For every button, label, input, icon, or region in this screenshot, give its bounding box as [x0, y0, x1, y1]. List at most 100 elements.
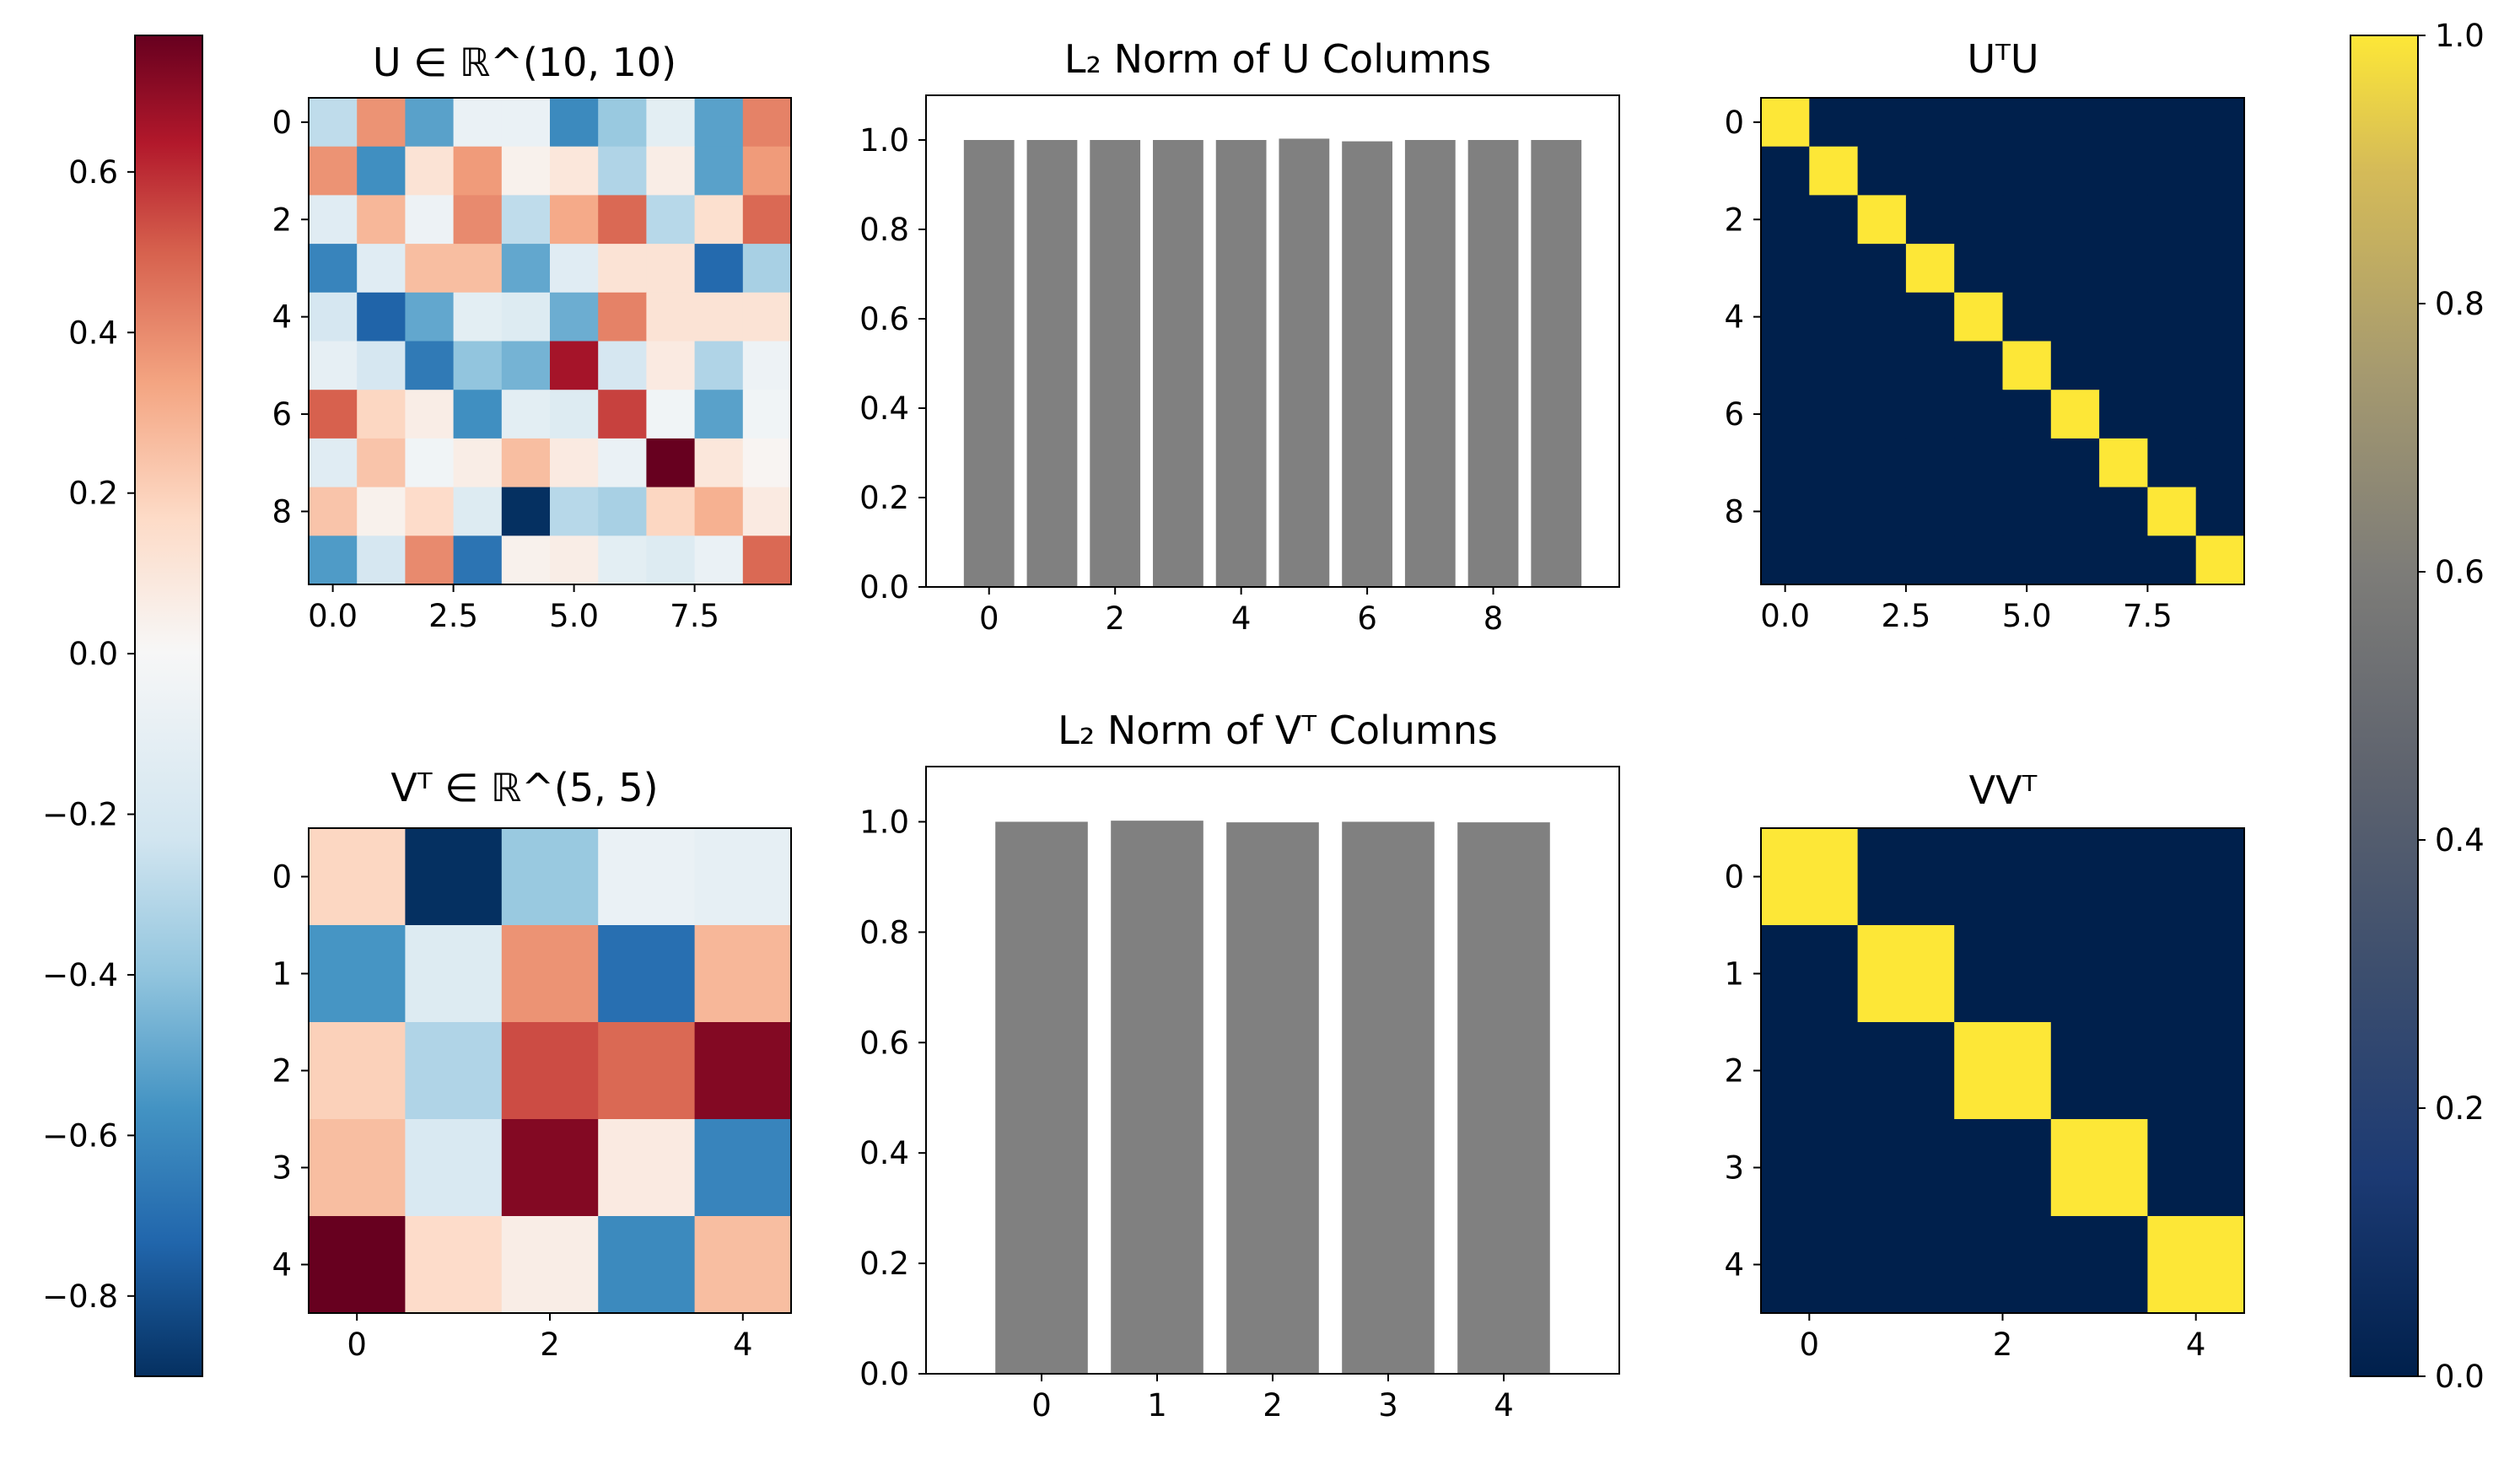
heatmap-cell: [598, 292, 647, 342]
heatmap-cell: [501, 438, 551, 488]
heatmap-cell: [2195, 390, 2245, 439]
x-tick-label: 0: [979, 600, 999, 637]
heatmap-cell: [1809, 292, 1859, 342]
heatmap-cell: [1905, 244, 1955, 293]
x-tick-label: 4: [1494, 1387, 1514, 1424]
heatmap-cell: [2147, 438, 2197, 488]
colorbar-tick-label: 0.2: [2435, 1090, 2485, 1127]
plot-frame: [1760, 97, 2245, 585]
vt-matrix-title: Vᵀ ∈ ℝ^(5, 5): [390, 765, 658, 810]
heatmap-cell: [598, 1216, 696, 1314]
heatmap-cell: [2099, 487, 2148, 536]
heatmap-cell: [646, 390, 696, 439]
heatmap-cell: [453, 438, 503, 488]
heatmap-cell: [2147, 341, 2197, 390]
y-tick-label: 8: [1724, 493, 1744, 530]
heatmap-cell: [405, 1216, 503, 1314]
heatmap-cell: [1809, 487, 1859, 536]
heatmap-cell: [1809, 244, 1859, 293]
heatmap-cell: [1905, 195, 1955, 245]
heatmap-cell: [2050, 828, 2148, 926]
heatmap-cell: [309, 98, 358, 148]
heatmap-cell: [1857, 1022, 1955, 1120]
colorbar-tick-label: −0.8: [42, 1278, 118, 1315]
heatmap-cell: [2147, 828, 2245, 926]
heatmap-cell: [598, 390, 647, 439]
heatmap-cell: [357, 195, 406, 245]
heatmap-cell: [453, 146, 503, 196]
y-tick-label: 8: [272, 493, 292, 530]
heatmap-cell: [1761, 195, 1810, 245]
heatmap-cell: [1857, 925, 1955, 1023]
heatmap-cell: [2002, 341, 2052, 390]
heatmap-cell: [2195, 195, 2245, 245]
y-tick-label: 6: [1724, 396, 1744, 433]
heatmap-cell: [742, 195, 792, 245]
y-tick-label: 4: [272, 1247, 292, 1284]
heatmap-cell: [1954, 1022, 2052, 1120]
heatmap-cell: [501, 1216, 599, 1314]
heatmap-cell: [2050, 1216, 2148, 1314]
heatmap-cell: [2147, 195, 2197, 245]
heatmap-cell: [2147, 1119, 2245, 1217]
heatmap-cell: [357, 244, 406, 293]
heatmap-cell: [357, 438, 406, 488]
u-matrix-title: U ∈ ℝ^(10, 10): [373, 40, 676, 85]
heatmap-cell: [646, 146, 696, 196]
heatmap-cell: [357, 146, 406, 196]
y-tick-label: 0.6: [859, 1025, 909, 1061]
heatmap-cell: [2099, 195, 2148, 245]
heatmap-cell: [1809, 438, 1859, 488]
x-tick-label: 2.5: [1881, 598, 1930, 634]
bar: [1026, 140, 1078, 587]
heatmap-cell: [1761, 98, 1810, 148]
x-tick-label: 0: [1800, 1327, 1820, 1363]
y-tick-label: 2: [272, 202, 292, 238]
colorbar-tick-label: 0.4: [2435, 822, 2485, 858]
heatmap-cell: [309, 195, 358, 245]
x-tick-label: 0: [347, 1327, 367, 1363]
heatmap-cell: [1954, 390, 2004, 439]
heatmap-cell: [2099, 438, 2148, 488]
heatmap-cell: [1954, 1119, 2052, 1217]
heatmap-cell: [309, 244, 358, 293]
bar: [1342, 821, 1435, 1374]
x-tick-label: 7.5: [670, 598, 719, 634]
y-tick-label: 0.8: [859, 914, 909, 950]
heatmap-cell: [646, 487, 696, 536]
heatmap-cell: [2147, 925, 2245, 1023]
heatmap-cell: [2147, 487, 2197, 536]
heatmap-cell: [694, 1216, 792, 1314]
y-tick-label: 1.0: [859, 122, 909, 159]
heatmap-cell: [2195, 292, 2245, 342]
heatmap-cell: [646, 292, 696, 342]
heatmap-cell: [2195, 536, 2245, 585]
heatmap-cell: [598, 146, 647, 196]
heatmap-cell: [646, 438, 696, 488]
colorbar-tick-label: −0.6: [42, 1117, 118, 1154]
y-tick-label: 1.0: [859, 804, 909, 840]
heatmap-cell: [694, 195, 744, 245]
heatmap-cell: [598, 244, 647, 293]
heatmap-cell: [2002, 536, 2052, 585]
heatmap-cell: [501, 195, 551, 245]
heatmap-cell: [694, 487, 744, 536]
x-tick-label: 5.0: [2002, 598, 2052, 634]
heatmap-cell: [405, 438, 455, 488]
heatmap-cell: [2147, 146, 2197, 196]
heatmap-cell: [1761, 244, 1810, 293]
heatmap-cell: [453, 244, 503, 293]
heatmap-cell: [405, 487, 455, 536]
heatmap-cell: [598, 195, 647, 245]
heatmap-cell: [742, 98, 792, 148]
y-tick-label: 1: [272, 956, 292, 993]
heatmap-cell: [2050, 1022, 2148, 1120]
heatmap-cell: [598, 341, 647, 390]
heatmap-cell: [1761, 925, 1859, 1023]
heatmap-cell: [2050, 341, 2100, 390]
heatmap-cell: [2002, 98, 2052, 148]
heatmap-cell: [1905, 146, 1955, 196]
heatmap-cell: [405, 98, 455, 148]
